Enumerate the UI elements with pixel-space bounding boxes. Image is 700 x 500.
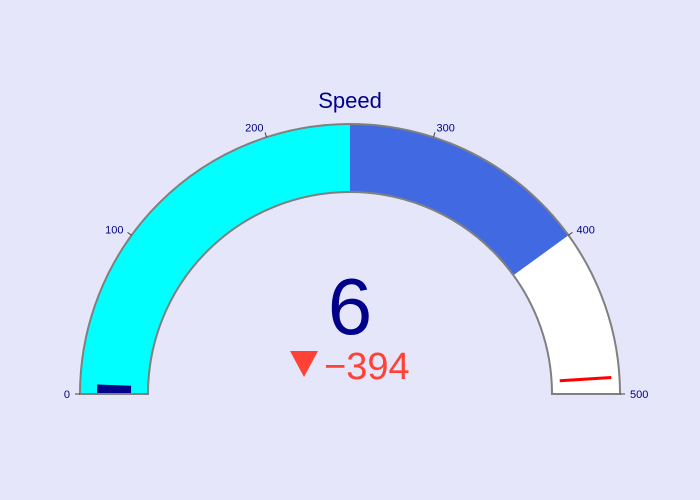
gauge-body: 0 100 200 300 400 500 <box>64 123 648 401</box>
axis-tick-label-200: 200 <box>245 123 263 135</box>
axis-tick-100 <box>127 231 132 236</box>
delta-value: −394 <box>324 346 410 388</box>
gauge-value-bar <box>97 384 132 394</box>
axis-tick-300 <box>432 132 436 138</box>
chart-title: Speed <box>318 88 382 113</box>
gauge-step-2 <box>350 124 569 276</box>
axis-tick-label-400: 400 <box>577 224 595 236</box>
axis-tick-label-100: 100 <box>105 224 123 236</box>
gauge-border <box>78 123 622 395</box>
gauge-step-1 <box>80 124 350 394</box>
delta-down-arrow-icon <box>290 351 318 377</box>
axis-tick-label-0: 0 <box>64 389 70 401</box>
axis-tick-label-500: 500 <box>630 389 648 401</box>
axis-tick-400 <box>568 231 573 236</box>
gauge-value: 6 <box>328 262 373 351</box>
delta-indicator: −394 <box>290 346 410 388</box>
gauge-threshold-line <box>559 376 612 383</box>
axis-tick-label-300: 300 <box>437 123 455 135</box>
axis-tick-200 <box>264 132 268 138</box>
